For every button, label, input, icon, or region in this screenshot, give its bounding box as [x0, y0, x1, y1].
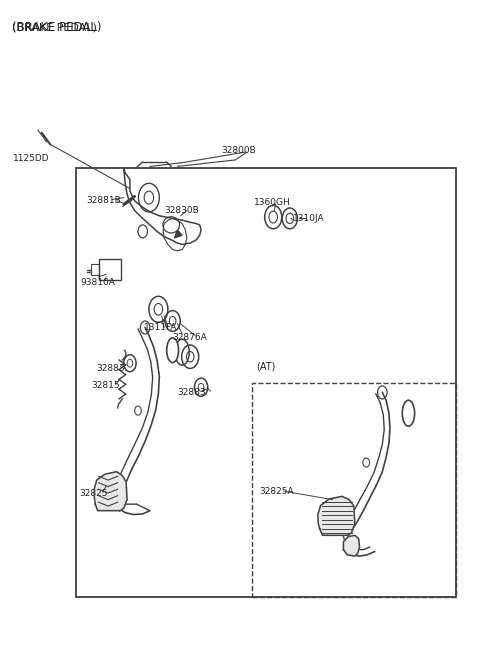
Text: 32825A: 32825A [259, 487, 294, 496]
Text: 32881B: 32881B [86, 196, 120, 206]
Text: 32800B: 32800B [221, 146, 256, 155]
Text: 32883: 32883 [178, 388, 206, 397]
Text: 1310JA: 1310JA [293, 214, 325, 223]
Text: (BRAKE PEDAL): (BRAKE PEDAL) [12, 21, 102, 34]
Polygon shape [343, 535, 360, 556]
Text: 32815: 32815 [92, 381, 120, 390]
Text: 32883: 32883 [96, 364, 125, 373]
Bar [98, 259, 121, 280]
Text: 1360GH: 1360GH [254, 198, 291, 207]
Bar [252, 383, 456, 597]
Polygon shape [318, 496, 355, 535]
Ellipse shape [167, 338, 179, 363]
Text: (BRAKE PEDAL): (BRAKE PEDAL) [12, 22, 97, 33]
Text: 32876A: 32876A [173, 333, 207, 342]
Text: 32830B: 32830B [164, 206, 199, 215]
Text: (AT): (AT) [257, 362, 276, 371]
Polygon shape [175, 230, 182, 238]
Text: 1311FA: 1311FA [144, 323, 178, 332]
Text: 93810A: 93810A [80, 278, 115, 286]
Bar [91, 264, 98, 275]
Bar [76, 168, 456, 597]
Text: 1125DD: 1125DD [13, 154, 50, 163]
Ellipse shape [402, 400, 415, 426]
Polygon shape [95, 472, 127, 511]
Text: 32825: 32825 [80, 489, 108, 498]
